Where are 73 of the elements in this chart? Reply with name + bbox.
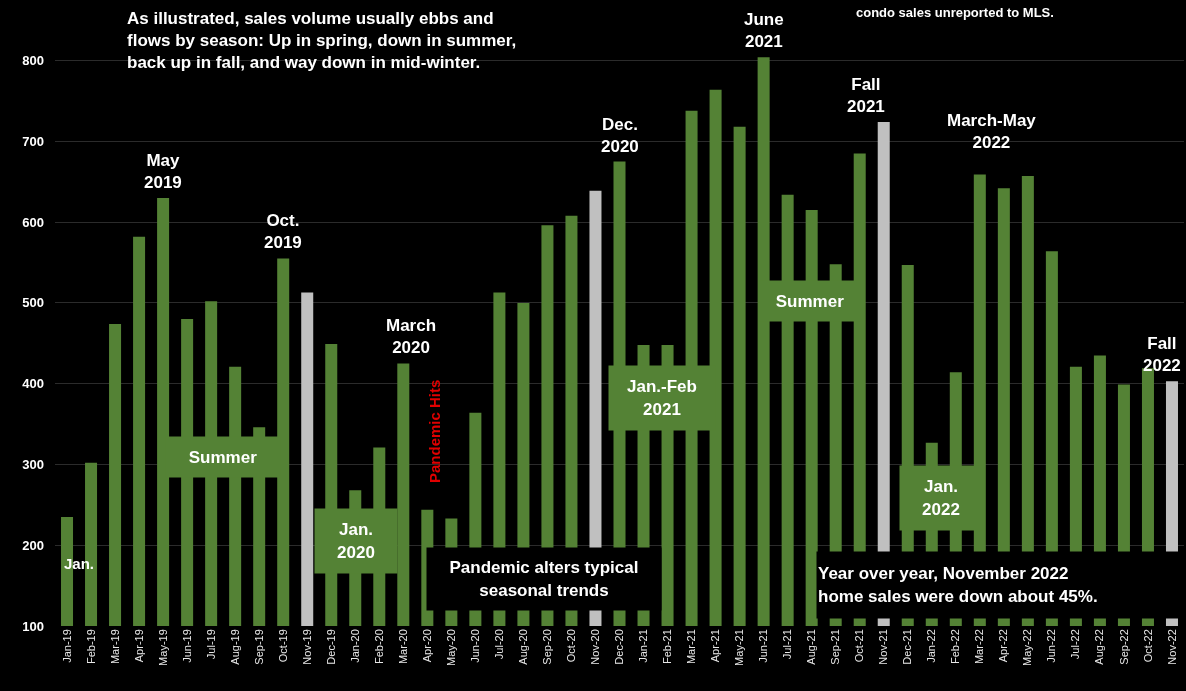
x-tick-label: Mar-19	[108, 629, 121, 665]
annotation: Year over year, November 2022 home sales were down about 45%.	[818, 564, 1098, 606]
x-tick-label: Sep-22	[1117, 629, 1130, 665]
x-tick-label: Feb-21	[661, 629, 674, 665]
y-tick-label: 500	[22, 295, 44, 311]
x-tick-label: Oct-22	[1141, 629, 1154, 663]
x-tick-label: Jul-19	[204, 629, 217, 660]
x-tick-label: Sep-19	[252, 629, 265, 665]
annotation: Summer	[775, 291, 845, 311]
x-tick-label: Oct-19	[276, 629, 289, 663]
annotation: Jan. 2020	[337, 520, 375, 562]
x-tick-label: Dec-19	[324, 629, 337, 665]
annotation: Pandemic Hits	[426, 379, 443, 483]
x-tick-label: Oct-21	[853, 629, 866, 663]
y-tick-label: 800	[22, 53, 44, 69]
y-tick-label: 700	[22, 133, 44, 149]
x-tick-label: Aug-20	[516, 629, 529, 665]
x-tick-label: Aug-19	[228, 629, 241, 665]
x-tick-label: Nov-20	[589, 629, 602, 665]
annotation: Jan.-Feb 2021	[627, 377, 697, 419]
x-tick-label: Apr-21	[709, 629, 722, 663]
x-tick-label: Oct-20	[565, 629, 578, 663]
annotation: March-May 2022	[947, 111, 1037, 153]
x-tick-label: Nov-21	[877, 629, 890, 665]
annotation: Summer	[188, 447, 258, 467]
x-tick-label: Aug-21	[805, 629, 818, 665]
x-tick-label: Apr-22	[997, 629, 1010, 663]
x-tick-label: Jul-20	[492, 629, 505, 660]
x-tick-label: Feb-20	[372, 629, 385, 665]
x-tick-label: Jul-22	[1069, 629, 1082, 660]
x-tick-label: Jul-21	[781, 629, 794, 660]
x-tick-label: May-20	[444, 629, 457, 666]
annotation: Fall 2021	[847, 75, 885, 117]
x-tick-label: Jun-20	[468, 629, 481, 663]
x-tick-label: Feb-19	[84, 629, 97, 665]
x-tick-label: Jun-21	[757, 629, 770, 663]
x-tick-label: Aug-22	[1093, 629, 1106, 665]
x-tick-label: Mar-20	[396, 629, 409, 665]
x-tick-label: Dec-21	[901, 629, 914, 665]
x-tick-label: Jan-22	[925, 629, 938, 663]
y-tick-label: 300	[22, 457, 44, 472]
y-tick-label: 200	[22, 537, 44, 553]
x-tick-label: Mar-21	[685, 629, 698, 665]
x-tick-label: Apr-20	[420, 629, 433, 663]
x-tick-label: Jan-20	[348, 629, 361, 663]
x-tick-label: Sep-20	[541, 629, 554, 665]
annotation: Jan. 2022	[922, 477, 960, 519]
x-tick-label: Jan-19	[60, 629, 73, 663]
annotation: As illustrated, sales volume usually ebbs and flows by season: Up in spring, down in summer, back up in fall, and way down in mid-winter.	[127, 9, 517, 73]
annotation: March 2020	[386, 316, 437, 358]
annotation: June 2021	[744, 10, 784, 52]
x-tick-label: Jun-19	[180, 629, 193, 663]
x-tick-label: Mar-22	[973, 629, 986, 665]
annotation: Fall 2022	[1143, 334, 1181, 376]
x-tick-label: Nov-19	[300, 629, 313, 665]
annotation: Dec. 2020	[601, 115, 639, 157]
annotation: Oct. 2019	[264, 211, 302, 253]
x-tick-label: Jan-21	[637, 629, 650, 663]
x-tick-label: Nov-22	[1165, 629, 1178, 665]
x-tick-label: Dec-20	[613, 629, 626, 665]
annotation: May 2019	[144, 151, 182, 193]
y-tick-label: 600	[22, 214, 44, 230]
x-tick-label: Feb-22	[949, 629, 962, 665]
x-tick-label: May-19	[156, 629, 169, 666]
x-tick-label: Sep-21	[829, 629, 842, 665]
annotation: condo sales unreported to MLS.	[856, 5, 1054, 20]
x-tick-label: Apr-19	[132, 629, 145, 663]
x-tick-label: May-21	[733, 629, 746, 666]
x-tick-label: Jun-22	[1045, 629, 1058, 663]
y-tick-label: 100	[22, 618, 44, 634]
x-tick-label: May-22	[1021, 629, 1034, 666]
annotation: Pandemic alters typical seasonal trends	[449, 558, 639, 600]
y-tick-label: 400	[22, 376, 44, 392]
